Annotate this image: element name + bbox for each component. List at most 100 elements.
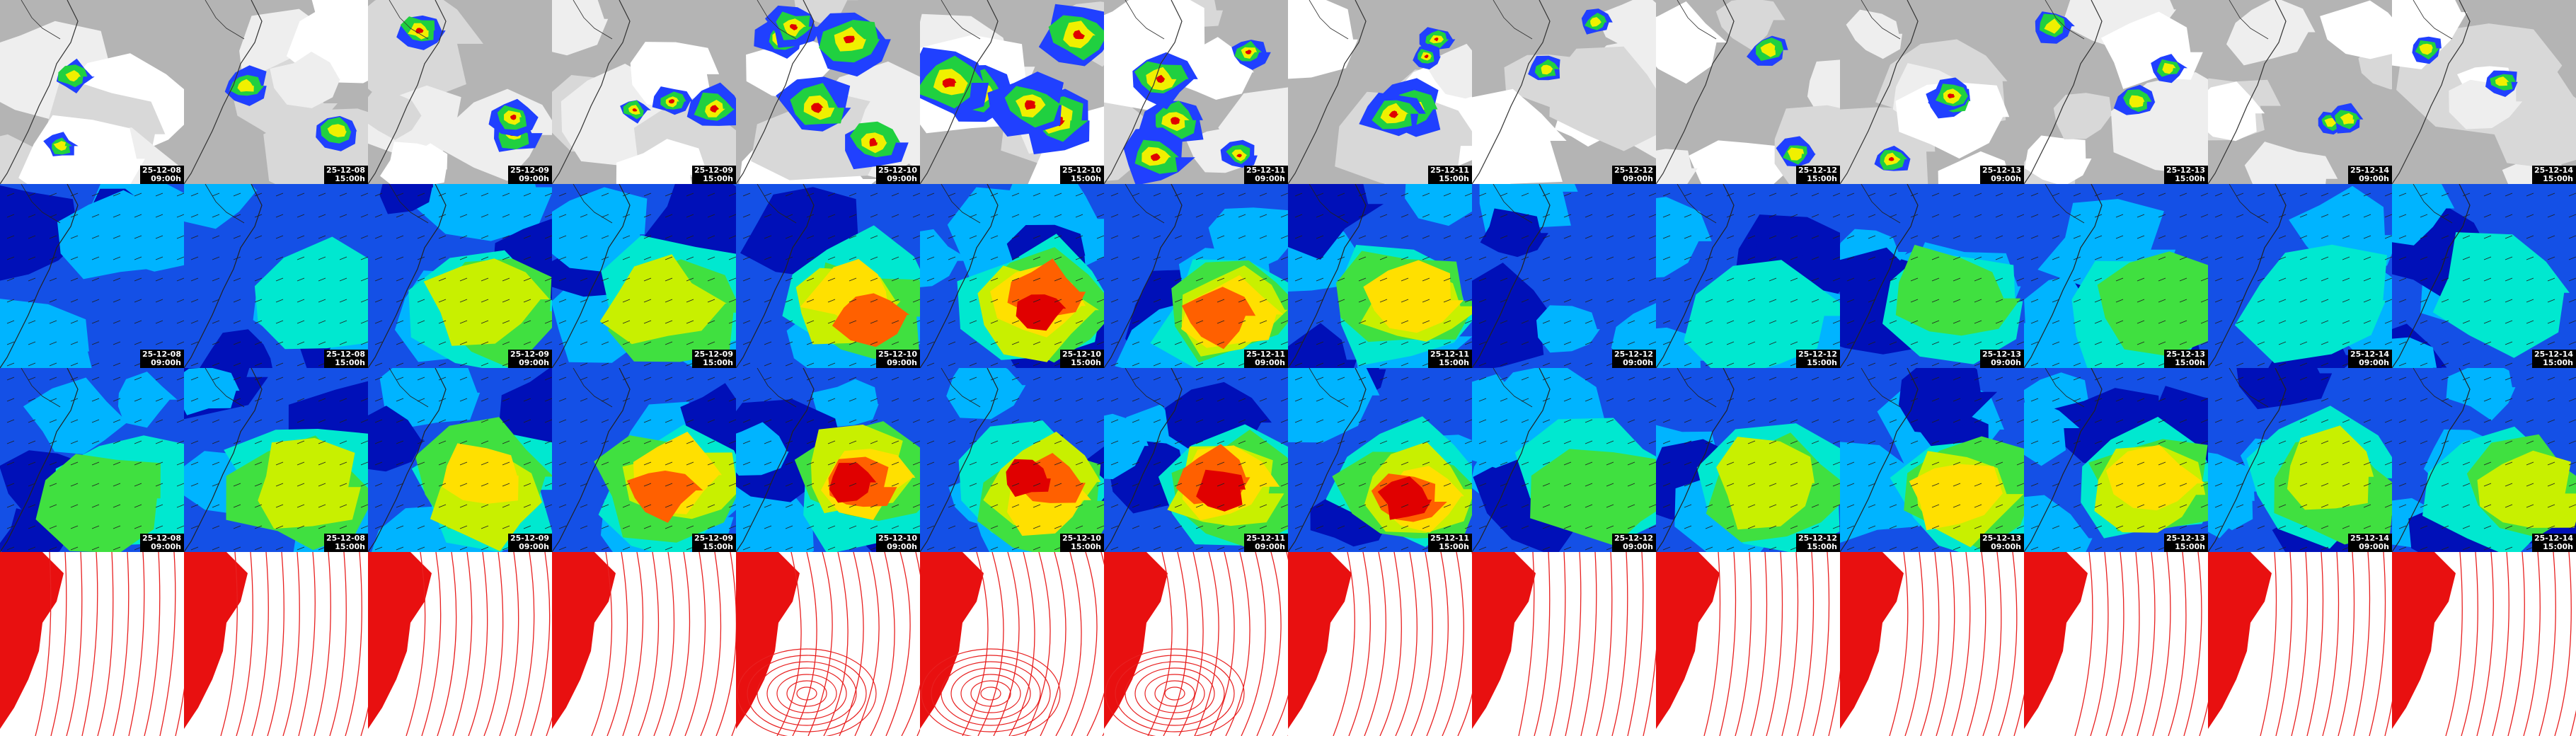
wind-arrow xyxy=(665,214,673,218)
wind-arrow xyxy=(1563,341,1572,345)
precip-blob xyxy=(1434,37,1439,42)
wind-arrow xyxy=(1075,504,1083,508)
wind-arrow xyxy=(870,256,878,260)
wind-arrow xyxy=(1684,235,1692,239)
date-label: 25-12-08 xyxy=(142,166,181,175)
wind-arrow xyxy=(2236,461,2244,466)
isobar xyxy=(1395,552,1418,736)
wind-arrow xyxy=(1995,277,2003,282)
wind-arrow xyxy=(2030,419,2039,423)
time-text: 09:00h xyxy=(151,358,181,367)
wind-arrow xyxy=(2137,504,2145,508)
date-label: 25-12-08 xyxy=(326,166,365,175)
wind-arrow xyxy=(1500,214,1508,218)
wind-arrow xyxy=(2568,525,2576,529)
coastline xyxy=(552,184,631,368)
wind-arrow xyxy=(2137,483,2145,487)
wind-arrow xyxy=(643,192,652,197)
cloud-blob xyxy=(380,142,444,184)
wind-arrow xyxy=(2505,398,2513,402)
wind-arrow xyxy=(1705,192,1713,197)
date-label: 25-12-08 xyxy=(142,350,181,359)
wind-arrow xyxy=(2179,320,2187,324)
wind-arrow xyxy=(1478,320,1487,324)
wind-arrow xyxy=(49,214,57,218)
wind-arrow xyxy=(28,504,36,508)
wind-arrow xyxy=(2030,192,2039,197)
wind-arrow xyxy=(1627,341,1635,345)
wind-arrow xyxy=(2179,440,2187,444)
wind-arrow xyxy=(1995,299,2003,303)
wind-arrow xyxy=(2016,376,2024,381)
wind-arrow xyxy=(2363,398,2371,402)
wind-arrow xyxy=(176,341,184,345)
precip-blob xyxy=(632,108,638,112)
wind-arrow xyxy=(459,525,468,529)
wind-arrow xyxy=(742,546,751,551)
wind-arrow xyxy=(2236,483,2244,487)
wind-arrow xyxy=(297,214,305,218)
wind-arrow xyxy=(1846,483,1855,487)
wind-arrow xyxy=(1280,376,1288,381)
wind-arrow xyxy=(1195,461,1204,466)
wind-arrow xyxy=(1585,256,1593,260)
wind-arrow xyxy=(28,192,36,197)
wind-arrow xyxy=(1910,235,1919,239)
wind-arrow xyxy=(827,376,836,381)
wind-arrow xyxy=(686,525,694,529)
wind-arrow xyxy=(1337,214,1345,218)
wind-arrow xyxy=(870,398,878,402)
wind-arrow xyxy=(1478,419,1487,423)
wind-arrow xyxy=(2278,256,2287,260)
wind-arrow xyxy=(2052,256,2060,260)
wind-arrow xyxy=(2052,214,2060,218)
wind-arrow xyxy=(785,235,793,239)
low-contour xyxy=(950,667,1031,720)
label-box xyxy=(1980,166,2024,184)
wind-arrow xyxy=(1379,341,1388,345)
map-panel xyxy=(368,552,552,736)
wind-arrow xyxy=(275,546,284,551)
wind-arrow xyxy=(990,525,999,529)
wind-arrow xyxy=(2236,214,2244,218)
wind-arrow xyxy=(926,192,935,197)
wind-arrow xyxy=(360,299,368,303)
wind-arrow xyxy=(318,440,326,444)
isobar xyxy=(2538,552,2556,736)
wind-arrow xyxy=(1521,504,1529,508)
wind-arrow xyxy=(1096,256,1104,260)
wind-arrow xyxy=(1606,440,1614,444)
wind-arrow xyxy=(2094,419,2103,423)
wind-arrow xyxy=(580,525,588,529)
isobar xyxy=(314,552,331,736)
wind-arrow xyxy=(113,525,121,529)
wind-arrow xyxy=(459,483,468,487)
wind-arrow xyxy=(1868,398,1876,402)
wind-arrow xyxy=(502,277,510,282)
coastline xyxy=(368,0,447,184)
wind-blob xyxy=(1104,413,1149,480)
wind-arrow xyxy=(2094,235,2103,239)
wind-arrow xyxy=(2094,440,2103,444)
cloud-blob xyxy=(1656,149,1698,184)
wind-arrow xyxy=(1075,277,1083,282)
wind-arrow xyxy=(1606,320,1614,324)
wind-arrow xyxy=(113,235,121,239)
wind-arrow xyxy=(2137,235,2145,239)
wind-arrow xyxy=(2236,398,2244,402)
label-box xyxy=(140,350,184,368)
wind-arrow xyxy=(2462,440,2471,444)
wind-arrow xyxy=(254,546,263,551)
cloud-blob xyxy=(2024,135,2092,184)
coastline xyxy=(1104,184,1183,368)
wind-arrow xyxy=(2052,376,2060,381)
wind-arrow xyxy=(1195,320,1204,324)
wind-arrow xyxy=(827,235,836,239)
map-panel xyxy=(2208,552,2392,736)
wind-arrow xyxy=(2137,525,2145,529)
label-box xyxy=(1244,534,1288,552)
coastline xyxy=(1840,0,1919,184)
map-panel xyxy=(920,184,1104,368)
wind-arrow xyxy=(1705,461,1713,466)
